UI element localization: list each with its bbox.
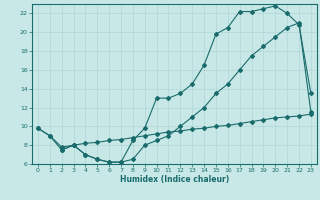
X-axis label: Humidex (Indice chaleur): Humidex (Indice chaleur) bbox=[120, 175, 229, 184]
